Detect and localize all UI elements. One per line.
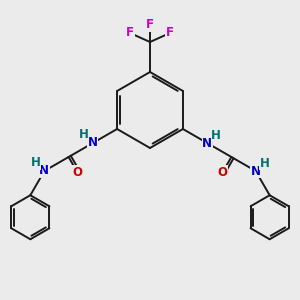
- Text: O: O: [218, 166, 227, 179]
- Text: O: O: [73, 166, 82, 179]
- Text: H: H: [211, 128, 221, 142]
- Text: F: F: [126, 26, 134, 40]
- Text: H: H: [260, 157, 270, 169]
- Text: F: F: [166, 26, 174, 40]
- Text: N: N: [39, 164, 49, 178]
- Text: N: N: [88, 136, 98, 149]
- Text: H: H: [30, 157, 40, 169]
- Text: F: F: [146, 19, 154, 32]
- Text: H: H: [79, 128, 89, 142]
- Text: N: N: [202, 136, 212, 149]
- Text: N: N: [251, 164, 261, 178]
